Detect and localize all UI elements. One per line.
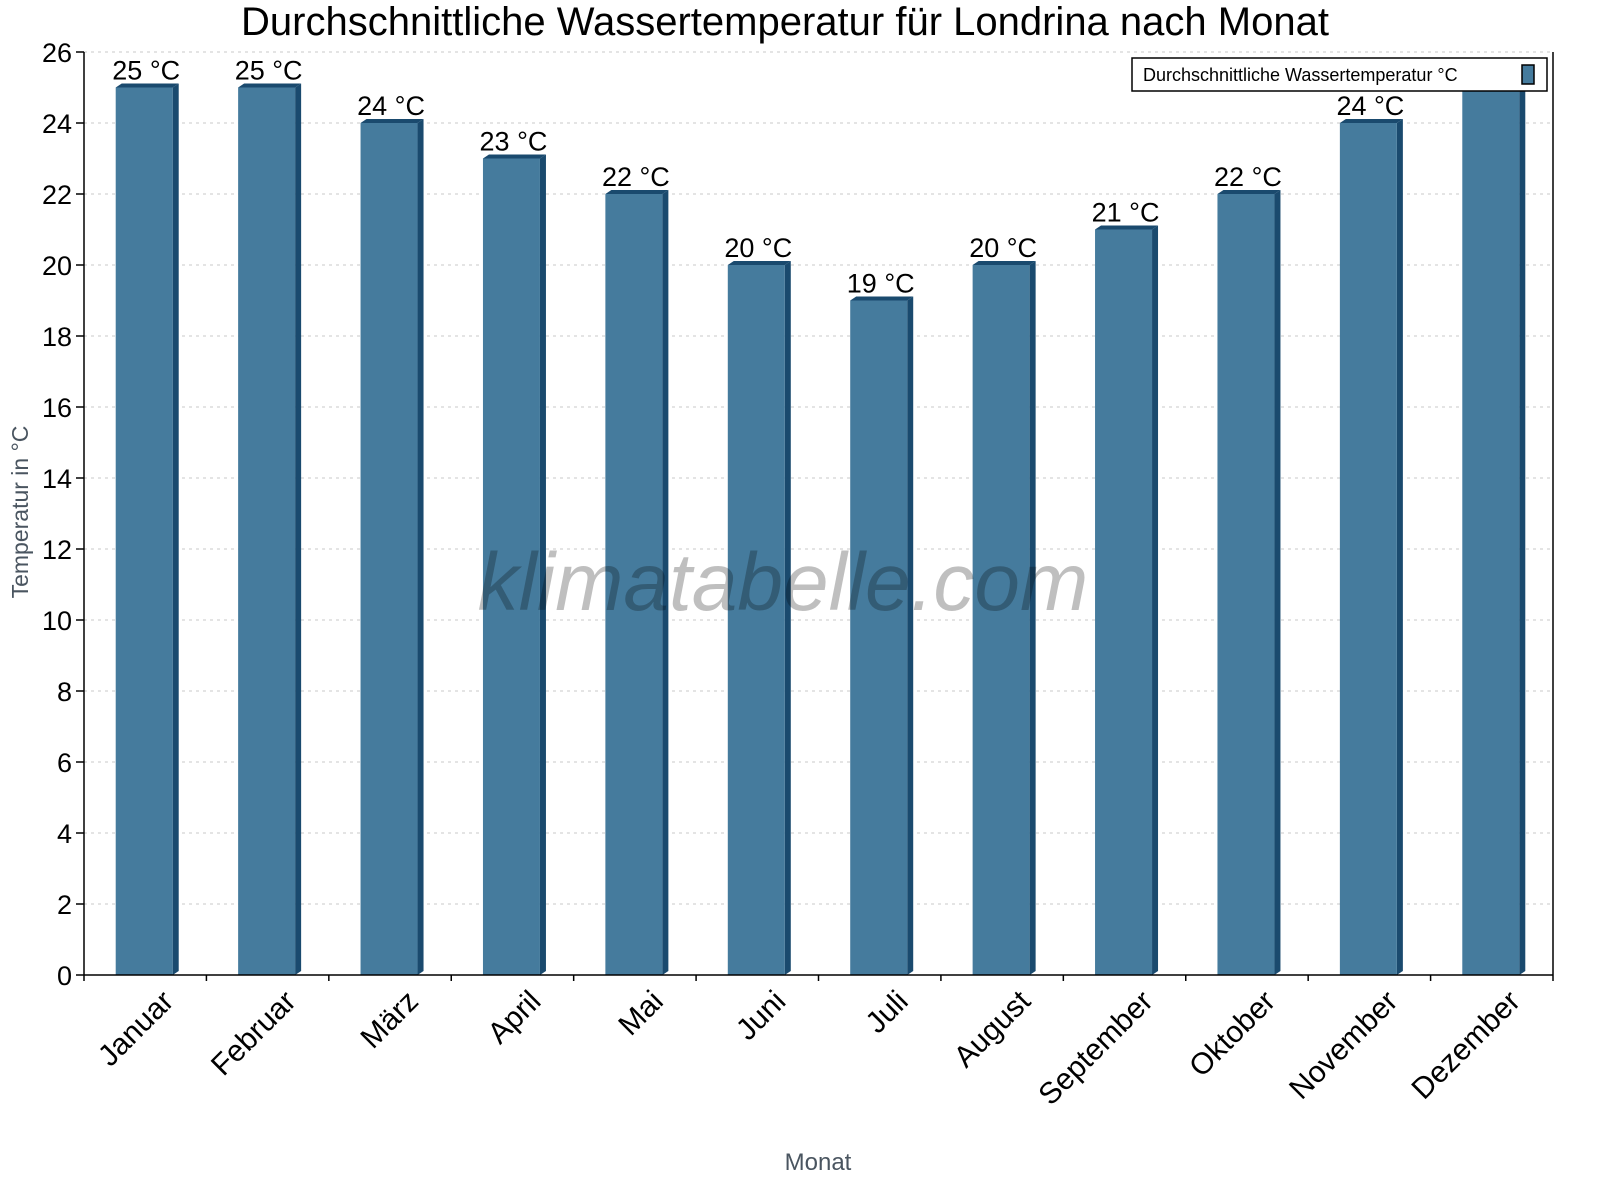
bar-group: 20 °C [969,233,1037,975]
legend-swatch [1521,64,1535,85]
bar-side [417,119,424,975]
bar-group: 19 °C [847,269,915,975]
bar [605,194,663,975]
data-label: 21 °C [1092,198,1160,228]
y-tick-label: 12 [42,535,72,565]
bar-side [1274,190,1281,975]
bar [238,87,296,975]
legend-label: Durchschnittliche Wassertemperatur °C [1143,65,1458,85]
y-tick-label: 4 [57,819,72,849]
data-label: 20 °C [724,233,792,263]
y-tick-label: 22 [42,180,72,210]
gridlines [84,51,1553,905]
y-axis-label: Temperatur in °C [7,426,33,599]
bar-top [1339,119,1403,123]
bar-group: 24 °C [357,91,425,975]
x-tick-label: März [355,985,425,1055]
bar-group: 25 °C [1459,56,1527,975]
bar [972,265,1030,975]
data-label: 24 °C [357,91,425,121]
bar-top [972,261,1036,265]
x-tick-label: Januar [92,985,180,1073]
bar [1217,194,1275,975]
y-tick-label: 24 [42,109,72,139]
y-tick-label: 10 [42,606,72,636]
x-tick-label: Februar [205,985,303,1083]
bar-group: 20 °C [724,233,792,975]
bar-side [539,154,546,975]
bar [1339,123,1397,975]
chart-title: Durchschnittliche Wassertemperatur für L… [241,0,1329,44]
bars: 25 °C 25 °C 24 °C 23 °C 22 °C 20 °C 19 °C 20 °C… [112,56,1527,975]
bar-group: 25 °C [235,56,303,975]
x-tick-label: Mai [612,985,670,1043]
data-label: 19 °C [847,269,915,299]
x-tick-label: Dezember [1406,985,1527,1106]
bar-top [238,83,302,88]
bar [360,123,418,975]
data-label: 24 °C [1336,91,1404,121]
bar [850,300,908,975]
y-tick-label: 6 [57,748,72,778]
x-tick-label: Juli [859,985,914,1040]
watermark: klimatabelle.com [478,537,1089,628]
x-tick-label: September [1032,985,1159,1112]
bar-side [907,296,914,975]
bar-side [1519,83,1526,975]
bar-top [605,190,669,194]
bar-group: 22 °C [602,162,670,975]
y-tick-label: 18 [42,322,72,352]
data-label: 20 °C [969,233,1037,263]
y-tick-label: 2 [57,890,72,920]
y-tick-label: 8 [57,677,72,707]
x-tick-label: November [1283,985,1404,1106]
bar [482,158,540,975]
bar-group: 24 °C [1336,91,1404,975]
bar-top [482,154,546,159]
bar-side [295,83,302,975]
bar-top [1095,225,1159,230]
bar [1462,87,1520,975]
y-tick-label: 0 [57,961,72,991]
bar-top [727,261,791,265]
bar [115,87,173,975]
bar [727,265,785,975]
y-tick-label: 26 [42,38,72,68]
bar-group: 23 °C [480,127,548,975]
x-tick-label: Oktober [1183,985,1282,1084]
bar-side [1152,225,1159,975]
legend-box [1131,57,1548,92]
x-tick-label: Juni [730,985,792,1047]
y-tick-label: 16 [42,393,72,423]
data-label: 25 °C [112,56,180,86]
y-tick-label: 20 [42,251,72,281]
bar-side [1396,119,1403,975]
bar-side [1029,261,1036,975]
bar-side [784,261,791,975]
bar-group: 25 °C [112,56,180,975]
bar-top [115,83,179,88]
data-label: 22 °C [602,162,670,192]
legend: Durchschnittliche Wassertemperatur °C [1131,57,1548,92]
x-tick-label: April [482,985,548,1051]
x-axis-label: Monat [785,1149,852,1176]
y-tick-label: 14 [42,464,72,494]
bar-top [1217,190,1281,194]
data-label: 23 °C [480,127,548,157]
data-label: 22 °C [1214,162,1282,192]
bar-top [850,296,914,301]
data-label: 25 °C [235,56,303,86]
bar-group: 22 °C [1214,162,1282,975]
bar-top [360,119,424,123]
bar-side [662,190,669,975]
bar-group: 21 °C [1092,198,1160,975]
bar-side [172,83,179,975]
bar [1095,229,1153,975]
x-tick-label: August [948,984,1038,1074]
